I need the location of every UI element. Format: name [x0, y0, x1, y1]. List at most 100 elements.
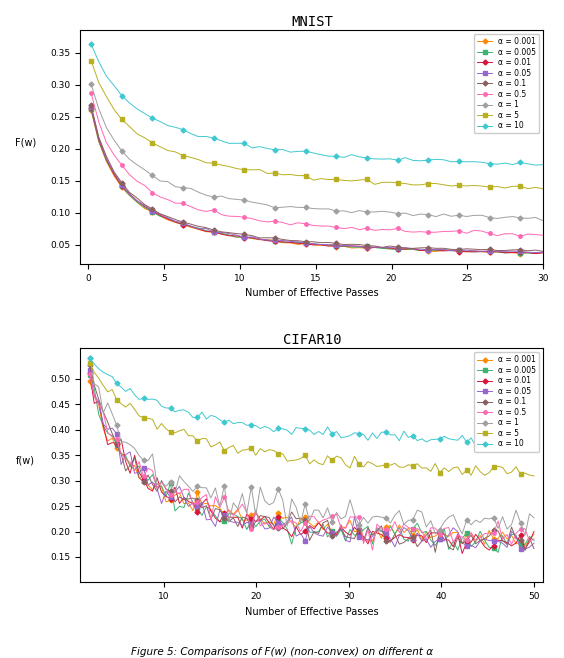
α = 0.5: [86, 370, 93, 378]
α = 5: [190, 432, 196, 440]
α = 0.01: [202, 228, 209, 236]
α = 10: [531, 442, 537, 449]
Line: α = 0.005: α = 0.005: [89, 108, 545, 255]
α = 1: [508, 520, 515, 528]
α = 0.5: [315, 519, 322, 526]
α = 0.001: [508, 532, 515, 540]
α = 10: [540, 161, 547, 168]
α = 5: [531, 472, 537, 480]
Line: α = 5: α = 5: [89, 59, 545, 191]
α = 5: [540, 185, 547, 193]
α = 0.05: [315, 531, 322, 539]
α = 0.05: [202, 224, 209, 232]
α = 0.1: [171, 498, 178, 506]
α = 0.05: [522, 545, 528, 553]
α = 0.005: [190, 499, 196, 507]
α = 0.05: [88, 103, 95, 111]
α = 0.5: [164, 195, 171, 203]
α = 0.5: [202, 207, 209, 215]
α = 0.005: [164, 215, 171, 222]
α = 10: [508, 439, 515, 447]
α = 0.5: [351, 513, 358, 520]
α = 0.1: [513, 535, 519, 543]
α = 5: [218, 161, 225, 169]
Legend: α = 0.001, α = 0.005, α = 0.01, α = 0.05, α = 0.1, α = 0.5, α = 1, α = 5, α = 10: α = 0.001, α = 0.005, α = 0.01, α = 0.05…: [474, 34, 539, 134]
Line: α = 1: α = 1: [89, 82, 545, 222]
α = 0.1: [351, 534, 358, 542]
α = 0.001: [315, 518, 322, 526]
α = 10: [532, 161, 539, 169]
α = 0.1: [371, 242, 378, 250]
α = 0.01: [459, 549, 465, 557]
α = 10: [315, 428, 322, 436]
Line: α = 0.005: α = 0.005: [88, 373, 536, 554]
α = 0.05: [495, 537, 501, 545]
α = 5: [202, 159, 209, 166]
α = 0.5: [517, 232, 523, 240]
α = 0.1: [233, 230, 240, 238]
α = 0.01: [513, 539, 519, 547]
Line: α = 5: α = 5: [88, 361, 536, 478]
α = 0.001: [218, 230, 225, 238]
α = 0.005: [88, 105, 95, 113]
α = 10: [171, 408, 178, 416]
α = 0.05: [218, 228, 225, 236]
α = 5: [351, 453, 358, 461]
α = 1: [171, 488, 178, 496]
α = 0.001: [233, 234, 240, 241]
α = 0.01: [315, 519, 322, 527]
α = 0.005: [531, 536, 537, 544]
Line: α = 1: α = 1: [88, 357, 536, 537]
α = 0.5: [218, 211, 225, 218]
α = 1: [241, 196, 248, 204]
α = 0.1: [315, 530, 322, 538]
Title: CIFAR10: CIFAR10: [283, 333, 341, 347]
α = 0.1: [432, 548, 439, 556]
α = 0.5: [233, 213, 240, 220]
α = 0.1: [164, 213, 171, 220]
α = 0.005: [315, 528, 322, 536]
α = 0.005: [540, 248, 547, 256]
α = 0.001: [88, 106, 95, 114]
α = 0.5: [369, 546, 376, 554]
Line: α = 10: α = 10: [89, 42, 545, 167]
α = 1: [351, 511, 358, 519]
Text: Figure 5: Comparisons of F(w) (non-convex) on different α: Figure 5: Comparisons of F(w) (non-conve…: [131, 647, 433, 657]
α = 0.001: [171, 491, 178, 499]
α = 0.01: [351, 523, 358, 531]
α = 0.1: [86, 361, 93, 369]
α = 0.01: [241, 234, 248, 241]
α = 5: [88, 57, 95, 64]
Line: α = 0.01: α = 0.01: [88, 371, 536, 555]
α = 0.005: [171, 507, 178, 515]
α = 0.01: [499, 537, 506, 545]
α = 1: [164, 178, 171, 186]
α = 0.05: [190, 499, 196, 507]
α = 0.01: [86, 369, 93, 377]
α = 5: [171, 429, 178, 437]
α = 10: [218, 137, 225, 145]
α = 0.005: [218, 230, 225, 238]
α = 0.005: [351, 531, 358, 539]
α = 0.1: [540, 247, 547, 255]
α = 0.005: [513, 532, 519, 540]
α = 0.001: [190, 507, 196, 515]
Legend: α = 0.001, α = 0.005, α = 0.01, α = 0.05, α = 0.1, α = 0.5, α = 1, α = 5, α = 10: α = 0.001, α = 0.005, α = 0.01, α = 0.05…: [474, 352, 539, 451]
α = 0.001: [86, 378, 93, 386]
α = 0.05: [531, 540, 537, 547]
Line: α = 0.001: α = 0.001: [88, 380, 536, 547]
α = 10: [88, 40, 95, 48]
α = 0.005: [202, 227, 209, 235]
α = 5: [315, 459, 322, 467]
α = 0.5: [171, 488, 178, 496]
α = 10: [164, 122, 171, 130]
Line: α = 0.05: α = 0.05: [89, 105, 545, 254]
α = 0.01: [218, 230, 225, 238]
α = 0.1: [218, 228, 225, 236]
α = 0.1: [88, 101, 95, 109]
α = 10: [241, 139, 248, 147]
Title: MNIST: MNIST: [291, 15, 333, 29]
α = 0.01: [190, 499, 196, 507]
α = 1: [495, 524, 501, 532]
α = 5: [164, 147, 171, 155]
